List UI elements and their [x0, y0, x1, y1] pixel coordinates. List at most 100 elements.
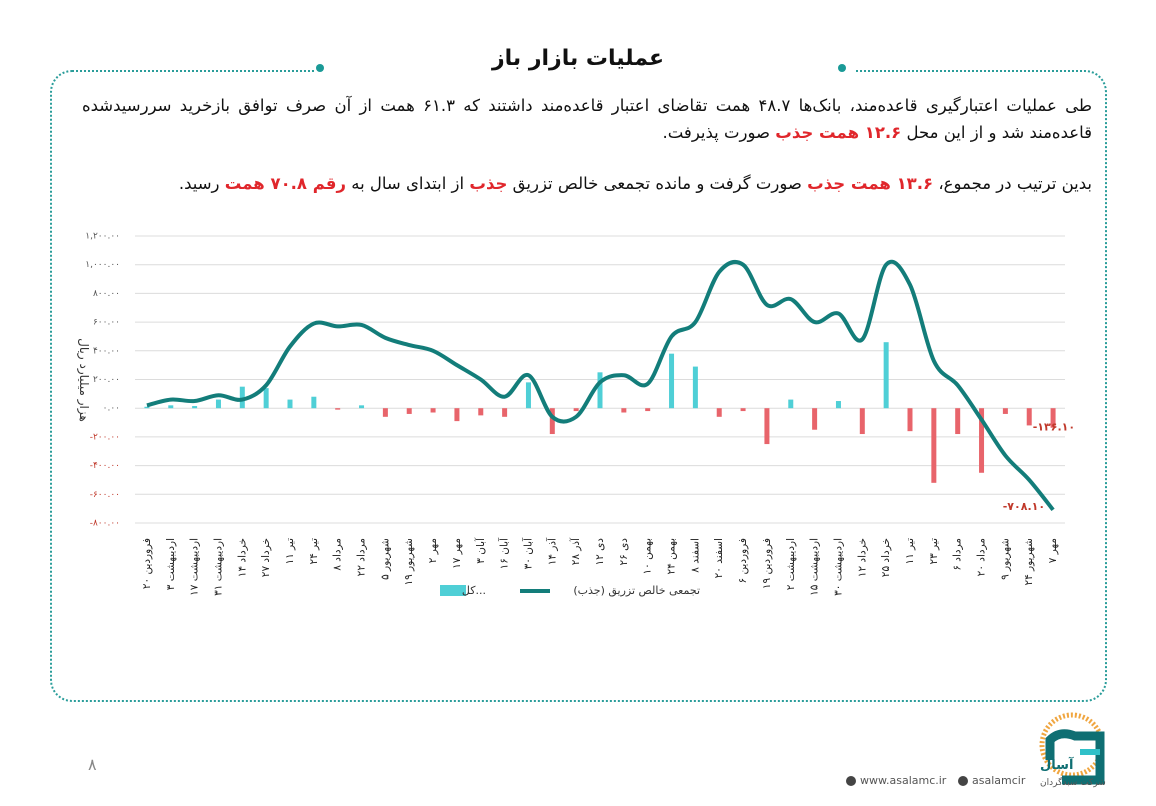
- bar: [764, 408, 770, 445]
- bar: [144, 406, 150, 409]
- legend-label: کل...: [462, 584, 486, 597]
- text: طی عملیات اعتبارگیری قاعده‌مند، بانک‌ها …: [82, 96, 1092, 142]
- x-tick-label: ۱۰ بهمن: [642, 538, 654, 574]
- bar: [1026, 408, 1032, 426]
- x-tick-label: ۳ اردیبهشت: [165, 538, 177, 590]
- highlight: ۱۲.۶ همت جذب: [775, 123, 902, 142]
- y-tick-label: ۸۰۰.۰۰: [93, 289, 120, 299]
- bar: [812, 408, 818, 430]
- y-axis-title: هزار میلیارد ریال: [76, 338, 91, 422]
- bar: [573, 408, 579, 412]
- page-number: ۸: [88, 755, 97, 774]
- logo: [1039, 712, 1105, 785]
- data-label: -۷۰۸.۱۰: [1003, 500, 1045, 513]
- bar: [406, 408, 412, 414]
- x-tick-label: ۱۴ خرداد: [236, 538, 248, 577]
- bar: [168, 405, 174, 409]
- x-tick-label: ۲۷ خرداد: [260, 538, 272, 577]
- x-tick-label: ۲۳ تیر: [928, 538, 940, 565]
- title-dot: [316, 64, 324, 72]
- bar: [430, 408, 436, 413]
- x-tick-label: ۵ شهریور: [379, 538, 391, 580]
- social-handle: asalamcir: [972, 774, 1026, 787]
- bar: [645, 408, 651, 412]
- title-gap: [315, 50, 855, 86]
- legend-swatch: [440, 585, 466, 596]
- text: صورت پذیرفت.: [662, 123, 776, 142]
- x-tick-label: ۲۰ مرداد: [976, 538, 988, 576]
- bar: [478, 408, 484, 416]
- x-tick-label: ۳۱ اردیبهشت: [212, 538, 224, 596]
- line: [146, 259, 1055, 512]
- x-tick-label: ۸ اسفند: [689, 538, 701, 573]
- website: www.asalamc.ir: [860, 774, 947, 787]
- bar: [788, 399, 794, 409]
- logo-name: آسال: [1040, 758, 1074, 773]
- bar: [525, 382, 531, 409]
- x-tick-label: ۲ اردیبهشت: [785, 538, 797, 590]
- y-tick-label: ۴۰۰.۰۰: [93, 346, 120, 356]
- bar: [669, 353, 675, 409]
- x-tick-label: ۱۹ شهریور: [403, 538, 415, 585]
- x-tick-label: ۲۸ آذر: [569, 537, 582, 565]
- bar: [597, 372, 603, 409]
- bar: [335, 408, 341, 410]
- y-tick-label: ۲۰۰.۰۰: [93, 375, 120, 385]
- bar: [359, 405, 365, 409]
- bar: [883, 342, 889, 409]
- legend-label: تجمعی خالص تزریق (جذب): [573, 584, 700, 598]
- x-tick-label: ۲۰ فروردین: [141, 538, 153, 589]
- x-tick-label: ۱۶ آبان: [498, 537, 511, 569]
- highlight: جذب: [469, 174, 508, 193]
- data-label: -۱۳۶.۱۰: [1033, 421, 1075, 434]
- bar: [1050, 408, 1056, 428]
- y-tick-label: ۰.۰۰: [103, 404, 120, 414]
- text: بدین ترتیب در مجموع،: [933, 174, 1092, 193]
- x-tick-label: ۱۷ اردیبهشت: [189, 538, 201, 596]
- y-tick-label: ۶۰۰.۰۰: [93, 318, 120, 328]
- x-tick-label: ۱۷ مهر: [451, 538, 463, 569]
- x-tick-label: ۳۰ اردیبهشت: [832, 538, 844, 596]
- paragraph: طی عملیات اعتبارگیری قاعده‌مند، بانک‌ها …: [82, 92, 1092, 146]
- bar: [263, 388, 269, 409]
- highlight: رقم ۷۰.۸ همت: [224, 174, 346, 193]
- bar: [192, 406, 198, 409]
- telegram-icon: [958, 776, 968, 786]
- x-tick-label: ۱۲ دی: [594, 538, 606, 566]
- bar: [382, 408, 388, 417]
- x-tick-label: ۲۴ شهریور: [1023, 538, 1035, 585]
- text: از ابتدای سال به: [345, 174, 470, 193]
- bar: [955, 408, 961, 435]
- y-tick-label: -۸۰۰.۰۰: [90, 519, 120, 529]
- bar: [502, 408, 508, 417]
- x-tick-label: ۱۹ فروردین: [761, 538, 773, 589]
- x-tick-label: ۱۴ آذر: [545, 537, 558, 565]
- x-tick-label: ۸ مرداد: [332, 538, 344, 571]
- y-tick-label: -۲۰۰.۰۰: [90, 432, 120, 442]
- x-tick-label: ۲۶ دی: [618, 538, 630, 566]
- web-icon: [846, 776, 856, 786]
- y-tick-label: ۱,۰۰۰.۰۰: [85, 260, 120, 270]
- x-tick-label: ۹ شهریور: [999, 538, 1011, 580]
- logo-subtitle: شرکت سبدگردان: [1040, 778, 1106, 788]
- x-tick-label: ۱۵ اردیبهشت: [809, 538, 821, 596]
- bar: [979, 408, 985, 473]
- bar: [454, 408, 460, 422]
- x-tick-label: ۱۱ تیر: [904, 538, 916, 565]
- bar: [907, 408, 913, 432]
- y-tick-label: -۶۰۰.۰۰: [90, 490, 120, 500]
- paragraph: بدین ترتیب در مجموع، ۱۳.۶ همت جذب صورت گ…: [82, 170, 1092, 197]
- bar: [835, 401, 841, 409]
- x-tick-label: ۲ مهر: [427, 538, 439, 563]
- bar: [1002, 408, 1008, 414]
- bar: [931, 408, 937, 483]
- text: صورت گرفت و مانده تجمعی خالص تزریق: [507, 174, 808, 193]
- bar: [692, 366, 698, 409]
- bar: [716, 408, 722, 417]
- page-title: عملیات بازار باز: [491, 46, 664, 71]
- x-tick-label: ۷ مهر: [1047, 538, 1059, 563]
- bar: [549, 408, 555, 435]
- bar: [311, 396, 317, 409]
- bar: [287, 399, 293, 409]
